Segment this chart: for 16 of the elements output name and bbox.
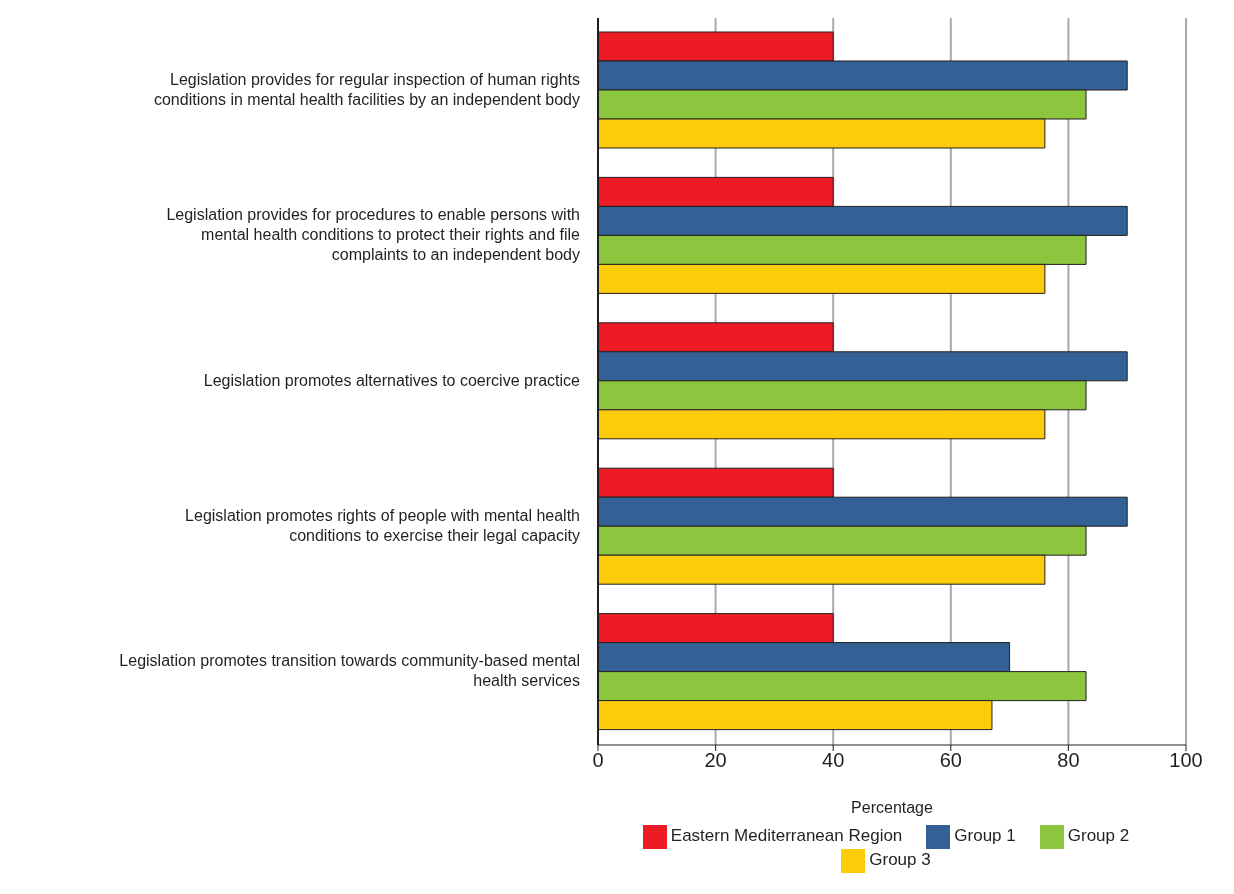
x-tick-label: 40 bbox=[822, 749, 845, 772]
legend-label: Group 2 bbox=[1067, 826, 1130, 846]
y-tick-label: Legislation promotes rights of people with mental health conditions to exercise their legal capacity bbox=[185, 507, 580, 545]
y-tick-label: Legislation provides for regular inspection of human rights conditions in mental health facilities by an independent body bbox=[153, 70, 580, 108]
x-axis-title: Percentage bbox=[851, 799, 934, 816]
x-tick-label: 0 bbox=[592, 749, 604, 772]
y-tick-label: Legislation promotes alternatives to coercive practice bbox=[203, 371, 581, 389]
legend-label: Eastern Mediterranean Region bbox=[670, 826, 903, 846]
x-tick-label: 100 bbox=[1169, 749, 1203, 772]
legend-label: Group 1 bbox=[954, 826, 1016, 846]
legend-label: Group 3 bbox=[869, 850, 931, 870]
x-tick-label: 20 bbox=[704, 749, 727, 772]
y-tick-label: Legislation provides for procedures to enable persons with mental health conditions to protect their rights and file complaints to an independent body bbox=[166, 206, 581, 264]
x-tick-label: 80 bbox=[1057, 749, 1080, 772]
y-tick-label: Legislation promotes transition towards community-based mental health services bbox=[119, 652, 580, 690]
x-tick-label: 60 bbox=[939, 749, 962, 772]
